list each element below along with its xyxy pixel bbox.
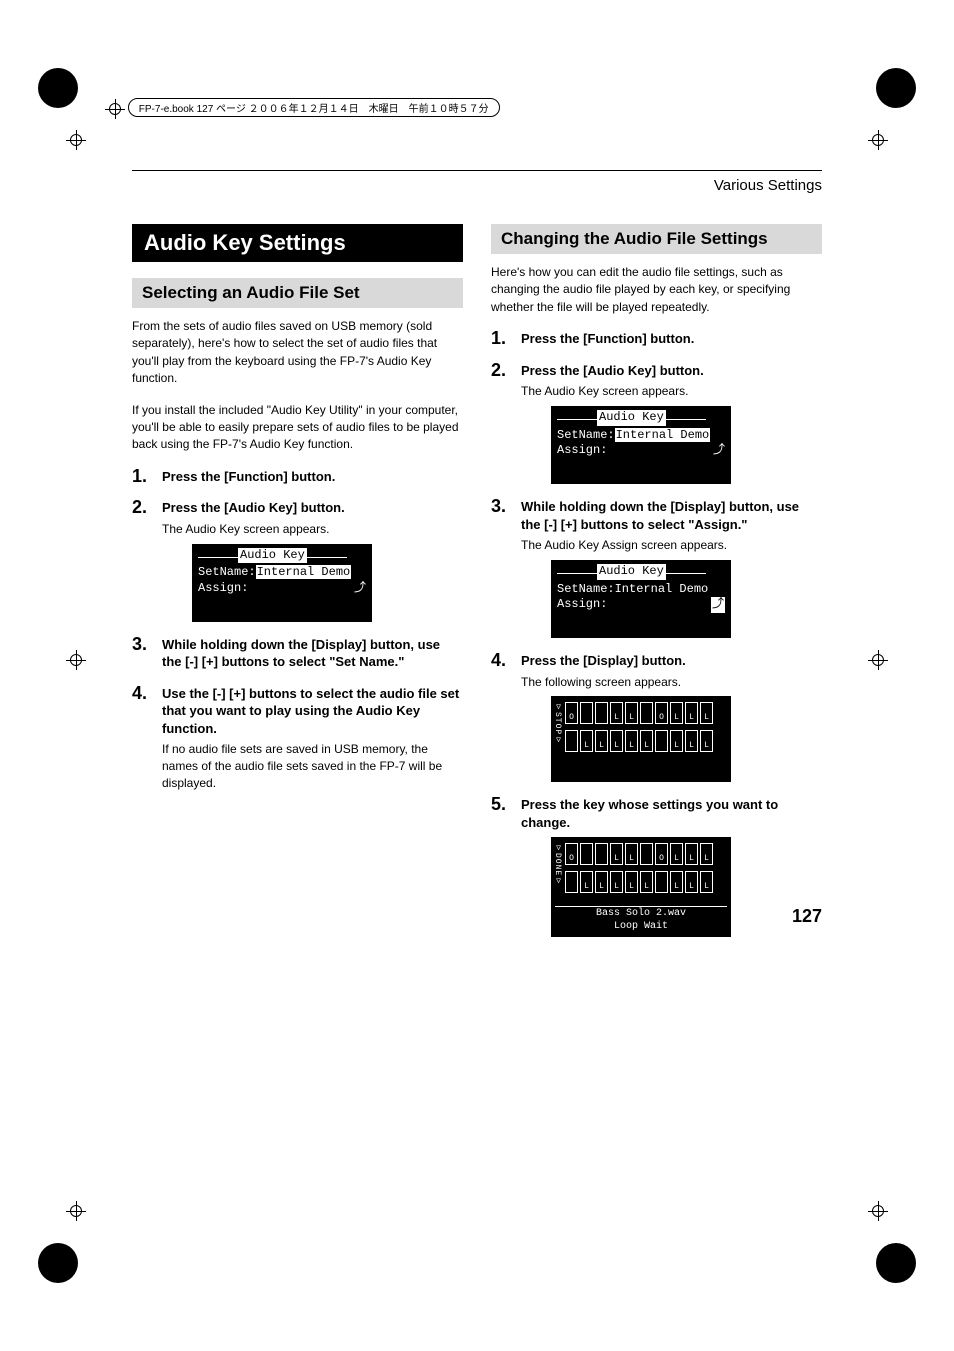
print-header: FP-7-e.book 127 ページ ２００６年１２月１４日 木曜日 午前１０… [105, 98, 849, 121]
lcd-screenshot: Audio Key SetName:Internal Demo Assign:⤴ [551, 560, 731, 638]
left-steps: Press the [Function] button. Press the [… [132, 468, 463, 792]
print-mark-tr [876, 68, 916, 108]
page-number: 127 [792, 906, 822, 927]
right-steps: Press the [Function] button. Press the [… [491, 330, 822, 937]
step-item: Use the [-] [+] buttons to select the au… [132, 685, 463, 792]
step-body: The Audio Key screen appears. [162, 521, 463, 538]
step-item: While holding down the [Display] button,… [132, 636, 463, 671]
step-body: If no audio file sets are saved in USB m… [162, 741, 463, 791]
crosshair-icon [66, 130, 86, 150]
print-mark-bl [38, 1243, 78, 1283]
lcd-side-label: ▽STOP▽ [553, 702, 562, 745]
step-head: Press the key whose settings you want to… [521, 796, 822, 831]
step-item: While holding down the [Display] button,… [491, 498, 822, 638]
crosshair-icon [868, 1201, 888, 1221]
step-item: Press the [Function] button. [491, 330, 822, 348]
step-item: Press the [Audio Key] button. The Audio … [491, 362, 822, 484]
lcd-key-row: L L L L L L L L [565, 871, 713, 893]
step-head: Use the [-] [+] buttons to select the au… [162, 685, 463, 738]
lcd-screenshot: Audio Key SetName:Internal Demo Assign:⤴ [551, 406, 731, 484]
step-body: The following screen appears. [521, 674, 822, 691]
step-item: Press the [Function] button. [132, 468, 463, 486]
lcd-key-row: O L L O L L L [565, 843, 713, 865]
left-column: Audio Key Settings Selecting an Audio Fi… [132, 224, 463, 951]
step-head: Press the [Function] button. [162, 468, 463, 486]
lcd-footer: Bass Solo 2.wav Loop Wait [551, 906, 731, 933]
step-item: Press the key whose settings you want to… [491, 796, 822, 937]
right-subhead: Changing the Audio File Settings [491, 224, 822, 254]
section-label: Various Settings [132, 177, 822, 194]
print-header-text: FP-7-e.book 127 ページ ２００６年１２月１４日 木曜日 午前１０… [128, 98, 500, 117]
print-mark-tl [38, 68, 78, 108]
step-body: The Audio Key screen appears. [521, 383, 822, 400]
right-para-1: Here's how you can edit the audio file s… [491, 264, 822, 316]
left-subhead: Selecting an Audio File Set [132, 278, 463, 308]
horizontal-rule [132, 170, 822, 171]
left-para-2: If you install the included "Audio Key U… [132, 402, 463, 454]
lcd-key-row: L L L L L L L L [565, 730, 713, 752]
step-head: While holding down the [Display] button,… [162, 636, 463, 671]
lcd-assign-screen: ▽STOP▽ O L L O L L L [551, 696, 731, 782]
step-body: The Audio Key Assign screen appears. [521, 537, 822, 554]
lcd-assign-screen: ▽DONE▽ O L L O L L L [551, 837, 731, 937]
step-item: Press the [Display] button. The followin… [491, 652, 822, 782]
print-mark-br [876, 1243, 916, 1283]
crosshair-icon [66, 650, 86, 670]
lcd-screenshot: Audio Key SetName:Internal Demo Assign:⤴ [192, 544, 372, 622]
lcd-side-label: ▽DONE▽ [553, 843, 562, 886]
step-head: Press the [Function] button. [521, 330, 822, 348]
lcd-key-row: O L L O L L L [565, 702, 713, 724]
crosshair-icon [66, 1201, 86, 1221]
step-head: Press the [Audio Key] button. [162, 499, 463, 517]
right-column: Changing the Audio File Settings Here's … [491, 224, 822, 951]
page-content: Various Settings Audio Key Settings Sele… [132, 170, 822, 951]
step-head: Press the [Audio Key] button. [521, 362, 822, 380]
step-item: Press the [Audio Key] button. The Audio … [132, 499, 463, 621]
step-head: Press the [Display] button. [521, 652, 822, 670]
page-title: Audio Key Settings [132, 224, 463, 262]
left-para-1: From the sets of audio files saved on US… [132, 318, 463, 388]
step-head: While holding down the [Display] button,… [521, 498, 822, 533]
crosshair-icon [868, 130, 888, 150]
crosshair-icon [868, 650, 888, 670]
